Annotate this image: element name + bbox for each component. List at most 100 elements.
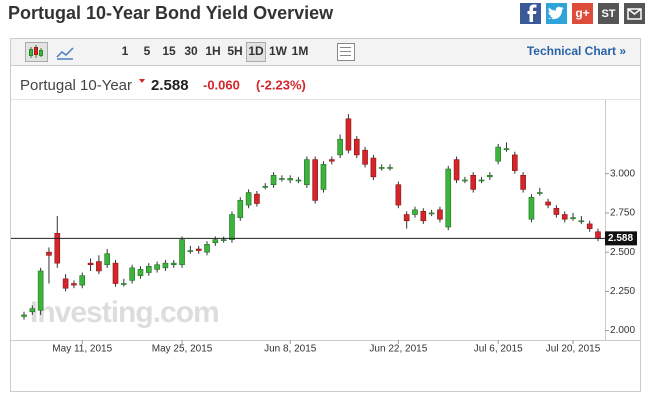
candle-body: [179, 239, 185, 266]
candle-body: [453, 159, 460, 181]
candle-body: [545, 201, 551, 206]
candle-body: [21, 314, 27, 317]
candle-body: [212, 239, 219, 244]
interval-button[interactable]: 1H: [205, 44, 220, 58]
interval-button[interactable]: 5: [144, 44, 151, 58]
email-glyph: [627, 8, 642, 20]
candle-body: [62, 278, 69, 289]
candle-body: [237, 200, 244, 218]
candle-body: [595, 231, 601, 239]
candle-body: [345, 118, 352, 151]
interval-button[interactable]: 1M: [292, 44, 309, 58]
candle-body: [462, 179, 468, 182]
googleplus-label: g+: [575, 6, 589, 20]
candle-body: [570, 217, 576, 219]
candle-body: [295, 179, 302, 182]
chart-box: [10, 38, 641, 392]
interval-group: 1 5 15 30 1H 5H 1D 1W 1M: [122, 42, 309, 62]
interval-button[interactable]: 1: [122, 44, 129, 58]
candle-body: [262, 185, 269, 188]
last-price-tag: [605, 231, 637, 246]
interval-button[interactable]: 15: [162, 44, 176, 58]
candle-glyph: [34, 47, 38, 55]
candle-body: [270, 174, 277, 186]
x-tick-label: May 25, 2015: [152, 344, 213, 355]
candle-body: [29, 308, 36, 313]
candle-body: [487, 174, 493, 178]
candle-body: [328, 159, 335, 162]
candle-body: [37, 270, 44, 311]
candle-body: [279, 178, 285, 180]
interval-button[interactable]: 1D: [248, 44, 264, 58]
candle-body: [170, 262, 177, 266]
candle-body: [420, 211, 427, 222]
watermark: Investing.com: [30, 296, 219, 329]
twitter-glyph: [548, 6, 564, 20]
x-tick-label: Jul 6, 2015: [474, 344, 523, 355]
candle-body: [445, 168, 452, 228]
interval-button[interactable]: 1W: [269, 44, 288, 58]
page-title: Portugal 10-Year Bond Yield Overview: [8, 3, 334, 23]
candle-body: [87, 262, 94, 266]
line-chart-button[interactable]: [56, 47, 74, 60]
candle-body: [428, 212, 435, 215]
candle-body: [520, 174, 526, 190]
candle-body: [162, 262, 169, 269]
candle-body: [287, 178, 294, 181]
candle-body: [561, 214, 568, 220]
price-change: -0.060: [203, 77, 240, 92]
candle-body: [378, 167, 385, 169]
candle-body: [245, 192, 252, 206]
candle-body: [104, 253, 110, 266]
x-tick-label: Jul 20, 2015: [546, 344, 601, 355]
candle-body: [46, 251, 52, 256]
last-price: 2.588: [151, 77, 189, 94]
candle-body: [96, 261, 102, 272]
interval-button[interactable]: 30: [184, 44, 198, 58]
candle-body: [437, 209, 443, 220]
candle-body: [553, 207, 560, 215]
candle-body: [495, 146, 501, 162]
active-interval-box: [246, 42, 266, 62]
x-tick-label: Jun 22, 2015: [369, 344, 427, 355]
candle-body: [220, 239, 227, 241]
candle-body: [503, 148, 510, 150]
candle-body: [528, 196, 535, 220]
candle-body: [121, 283, 127, 285]
candle-body: [195, 248, 202, 251]
instrument-name: Portugal 10-Year: [20, 77, 132, 94]
candle-body: [254, 193, 260, 204]
y-tick-label: 2.000: [610, 325, 635, 336]
stocktwits-icon[interactable]: [598, 3, 619, 24]
technical-chart-link[interactable]: Technical Chart »: [527, 44, 626, 58]
toolbar: [11, 39, 640, 65]
y-tick-label: 2.500: [610, 247, 635, 258]
candle-body: [71, 283, 77, 286]
candle-body: [229, 214, 235, 240]
candle-body: [320, 164, 327, 190]
candle-body: [362, 149, 368, 165]
y-tick-label: 2.750: [610, 208, 635, 219]
settings-glyph: [340, 47, 351, 56]
candle-body: [353, 138, 360, 156]
candle-body: [304, 159, 310, 186]
candle-body: [395, 184, 402, 206]
candle-body: [370, 157, 377, 178]
candle-body: [512, 154, 518, 171]
x-tick-label: May 11, 2015: [52, 344, 112, 355]
googleplus-icon[interactable]: [572, 3, 593, 24]
stocktwits-label: ST: [601, 8, 615, 20]
facebook-glyph: [527, 4, 537, 22]
candle-body: [412, 209, 418, 215]
candle-body: [337, 138, 343, 156]
interval-button[interactable]: 5H: [227, 44, 242, 58]
candle-body: [79, 275, 86, 286]
y-tick-label: 3.000: [610, 168, 635, 179]
last-price-label: 2.588: [608, 233, 633, 244]
candle-body: [112, 262, 119, 284]
candle-body: [204, 244, 210, 253]
candle-body: [578, 220, 585, 223]
candle-body: [145, 265, 152, 273]
candle-glyph: [29, 49, 33, 56]
